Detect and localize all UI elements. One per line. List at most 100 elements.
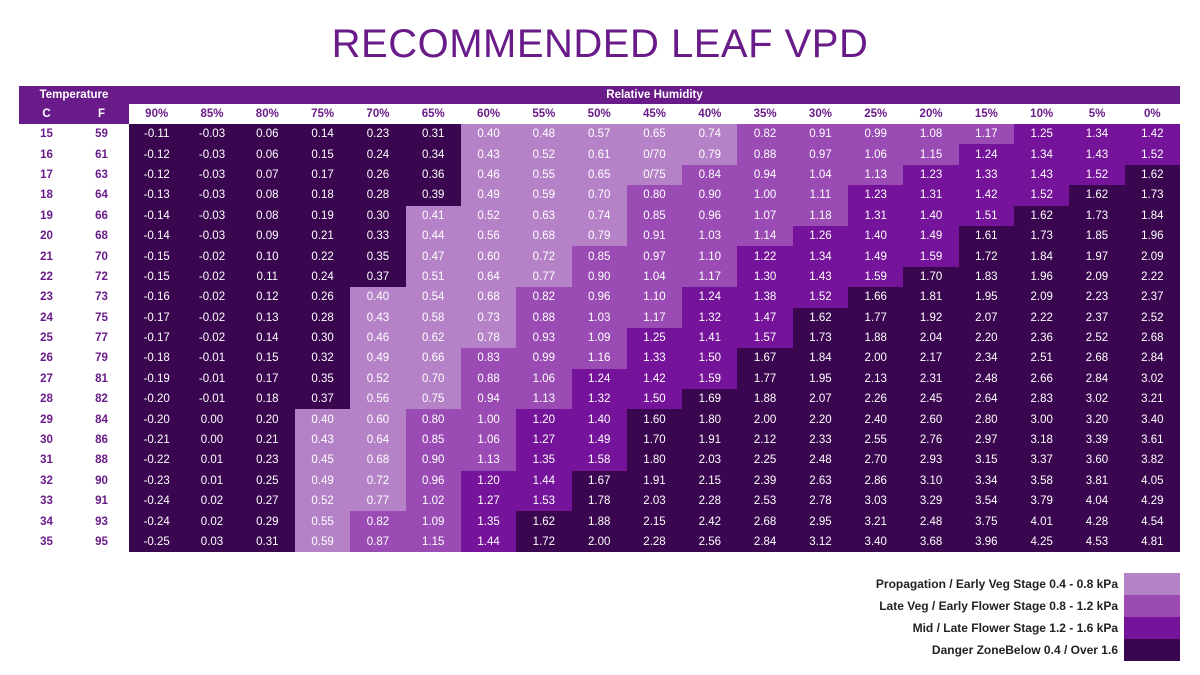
vpd-cell: 0.52 [294, 491, 351, 512]
vpd-cell: 2.37 [1124, 287, 1180, 308]
vpd-cell: 0.41 [405, 205, 461, 226]
vpd-cell: 2.03 [626, 491, 683, 512]
vpd-cell: 3.03 [848, 491, 904, 512]
vpd-cell: 3.21 [1124, 389, 1180, 410]
vpd-cell: 0.97 [626, 246, 683, 267]
table-row: 32 90 -0.23 0.01 0.25 0.49 0.72 0.96 1.20 1.44 1.6… [19, 470, 1180, 492]
vpd-cell: 0.96 [571, 287, 627, 308]
vpd-cell: 1.52 [1124, 144, 1180, 165]
vpd-cell: 2.60 [903, 409, 959, 430]
temp-celsius: 21 [19, 246, 75, 267]
vpd-cell: -0.13 [129, 185, 185, 206]
vpd-cell: 2.00 [571, 531, 627, 553]
vpd-cell: 0/75 [626, 164, 683, 186]
vpd-cell: 4.04 [1069, 491, 1125, 512]
temp-celsius: 33 [19, 491, 75, 512]
vpd-cell: 1.88 [848, 327, 904, 349]
temp-celsius: 28 [19, 389, 75, 410]
vpd-cell: 0.74 [682, 124, 738, 145]
vpd-cell: 0.00 [184, 409, 240, 430]
vpd-cell: 0.32 [294, 348, 351, 369]
vpd-cell: 1.00 [737, 185, 793, 206]
temp-fahrenheit: 63 [74, 164, 130, 186]
vpd-cell: 1.72 [516, 531, 572, 553]
vpd-cell: -0.17 [129, 327, 185, 349]
vpd-cell: 2.40 [848, 409, 904, 430]
vpd-cell: 1.88 [737, 389, 793, 410]
table-row: 21 70 -0.15 -0.02 0.10 0.22 0.35 0.47 0.60 0.72 0.… [19, 246, 1180, 267]
vpd-cell: 3.68 [903, 531, 959, 553]
vpd-cell: 0.94 [737, 164, 793, 186]
vpd-cell: 3.61 [1124, 429, 1180, 451]
vpd-cell: 0.40 [294, 409, 351, 430]
temp-fahrenheit: 82 [74, 389, 130, 410]
header-band-row: Temperature Relative Humidity [19, 86, 1180, 104]
humidity-header: 30% [792, 104, 849, 124]
vpd-cell: 1.06 [516, 368, 572, 390]
vpd-cell: 0.85 [405, 429, 461, 451]
temp-celsius: 15 [19, 124, 75, 145]
vpd-cell: 2.07 [792, 389, 849, 410]
vpd-cell: 0.18 [294, 185, 351, 206]
vpd-cell: 0.40 [350, 287, 406, 308]
table-row: 23 73 -0.16 -0.02 0.12 0.26 0.40 0.54 0.68 0.82 0.… [19, 287, 1180, 308]
vpd-cell: 0.85 [571, 246, 627, 267]
vpd-cell: 2.15 [626, 511, 683, 532]
humidity-header: 25% [848, 104, 904, 124]
vpd-cell: 2.76 [903, 429, 959, 451]
legend: Propagation / Early Veg Stage 0.4 - 0.8 … [800, 573, 1180, 661]
vpd-cell: 1.20 [516, 409, 572, 430]
vpd-cell: 4.53 [1069, 531, 1125, 553]
vpd-cell: 0.18 [239, 389, 295, 410]
vpd-cell: 2.80 [958, 409, 1015, 430]
vpd-cell: 0.91 [626, 225, 683, 247]
vpd-cell: 4.81 [1124, 531, 1180, 553]
vpd-cell: 1.11 [792, 185, 849, 206]
vpd-cell: 2.34 [958, 348, 1015, 369]
vpd-cell: 0.59 [516, 185, 572, 206]
vpd-cell: 1.58 [571, 450, 627, 471]
vpd-cell: -0.02 [184, 266, 240, 288]
humidity-header: 85% [184, 104, 240, 124]
vpd-cell: 0.82 [737, 124, 793, 145]
vpd-cell: -0.03 [184, 205, 240, 226]
legend-swatch [1124, 595, 1180, 617]
vpd-cell: 1.32 [571, 389, 627, 410]
vpd-cell: 2.13 [848, 368, 904, 390]
vpd-cell: 1.24 [682, 287, 738, 308]
vpd-cell: 0.52 [350, 368, 406, 390]
vpd-cell: 1.35 [460, 511, 517, 532]
temp-celsius: 18 [19, 185, 75, 206]
vpd-cell: 0.31 [405, 124, 461, 145]
temp-celsius: 25 [19, 327, 75, 349]
vpd-cell: 1.03 [682, 225, 738, 247]
vpd-cell: 1.40 [848, 225, 904, 247]
vpd-cell: 0.02 [184, 511, 240, 532]
vpd-cell: 2.28 [626, 531, 683, 553]
temp-fahrenheit: 75 [74, 307, 130, 328]
vpd-cell: 2.31 [903, 368, 959, 390]
temp-celsius: 22 [19, 266, 75, 288]
vpd-cell: 0.79 [571, 225, 627, 247]
temp-celsius: 24 [19, 307, 75, 328]
vpd-cell: 0.14 [239, 327, 295, 349]
vpd-cell: 1.03 [571, 307, 627, 328]
vpd-cell: 1.52 [1014, 185, 1070, 206]
vpd-cell: 2.45 [903, 389, 959, 410]
vpd-cell: 0.52 [460, 205, 517, 226]
vpd-cell: -0.15 [129, 266, 185, 288]
vpd-cell: 0.68 [460, 287, 517, 308]
vpd-cell: 1.34 [1069, 124, 1125, 145]
humidity-header: 40% [682, 104, 738, 124]
vpd-cell: 1.66 [848, 287, 904, 308]
vpd-cell: 0.15 [239, 348, 295, 369]
table-row: 30 86 -0.21 0.00 0.21 0.43 0.64 0.85 1.06 1.27 1.4… [19, 429, 1180, 451]
vpd-cell: -0.11 [129, 124, 185, 145]
temp-fahrenheit: 73 [74, 287, 130, 308]
vpd-cell: 2.20 [792, 409, 849, 430]
humidity-header: 35% [737, 104, 793, 124]
vpd-cell: 0.51 [405, 266, 461, 288]
vpd-cell: 0.87 [350, 531, 406, 553]
vpd-cell: 0.97 [792, 144, 849, 165]
vpd-cell: 0.25 [239, 470, 295, 492]
